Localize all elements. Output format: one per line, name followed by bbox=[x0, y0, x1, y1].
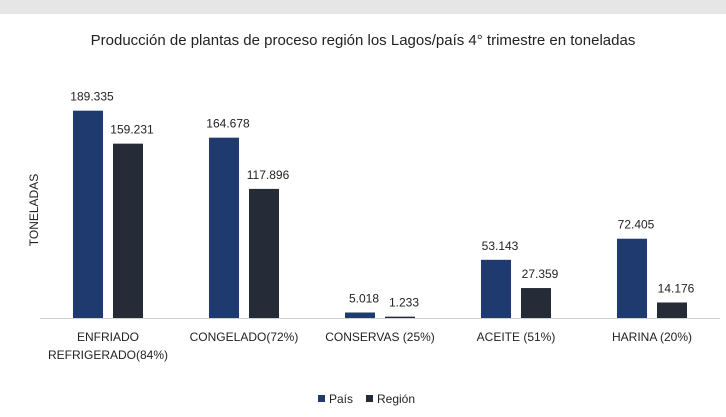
data-label: 14.176 bbox=[658, 281, 695, 295]
x-tick-label: ENFRIADO REFRIGERADO(84%) bbox=[47, 330, 169, 362]
bar bbox=[617, 238, 647, 318]
data-label: 27.359 bbox=[522, 267, 559, 281]
y-axis-label: TONELADAS bbox=[27, 174, 41, 246]
data-label: 1.233 bbox=[389, 296, 419, 310]
x-tick-label: HARINA (20%) bbox=[611, 330, 693, 344]
data-label: 189.335 bbox=[70, 90, 114, 104]
legend-label: País bbox=[329, 392, 353, 406]
data-label: 5.018 bbox=[349, 292, 379, 306]
bar bbox=[113, 143, 143, 318]
data-label: 164.678 bbox=[206, 117, 250, 131]
bar bbox=[345, 312, 375, 318]
data-label: 72.405 bbox=[618, 218, 655, 232]
bar bbox=[385, 316, 415, 318]
bar bbox=[209, 137, 239, 318]
data-label: 117.896 bbox=[247, 168, 290, 182]
data-label: 53.143 bbox=[482, 239, 519, 253]
data-label: 159.231 bbox=[110, 123, 154, 137]
legend-swatch bbox=[318, 395, 325, 402]
x-tick-label: ACEITE (51%) bbox=[476, 330, 556, 344]
x-tick-label: CONGELADO(72%) bbox=[189, 330, 299, 344]
bar bbox=[73, 110, 103, 318]
chart-title: Producción de plantas de proceso región … bbox=[90, 32, 636, 49]
legend-label: Región bbox=[377, 392, 415, 406]
bar bbox=[249, 188, 279, 318]
bar bbox=[657, 302, 687, 318]
legend-swatch bbox=[366, 395, 373, 402]
bar bbox=[521, 288, 551, 318]
top-strip bbox=[0, 0, 726, 14]
bar bbox=[481, 259, 511, 318]
x-tick-label: CONSERVAS (25%) bbox=[325, 330, 435, 344]
